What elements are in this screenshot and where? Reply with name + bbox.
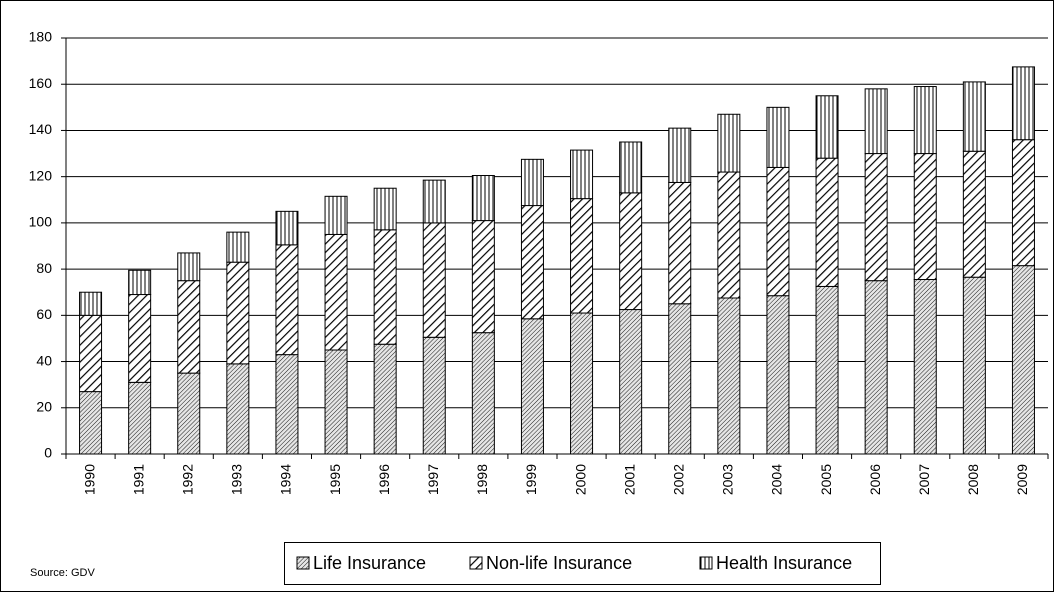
- x-tick-label: 1999: [523, 464, 539, 495]
- bar-segment: [226, 231, 250, 263]
- x-tick-label: 2002: [670, 464, 686, 495]
- y-tick-label: 120: [29, 167, 53, 183]
- x-tick-label: 2004: [769, 464, 785, 495]
- bar-segment: [177, 280, 201, 374]
- bar-segment: [79, 314, 103, 393]
- x-tick-label: 1997: [425, 464, 441, 495]
- y-tick-label: 60: [36, 306, 52, 322]
- bar-segment: [1011, 265, 1035, 455]
- x-tick-label: 2006: [867, 464, 883, 495]
- x-tick-label: 1990: [81, 464, 97, 495]
- bar-segment: [913, 153, 937, 281]
- bar-segment: [275, 210, 299, 246]
- bar-segment: [717, 113, 741, 173]
- bar-segment: [324, 195, 348, 235]
- y-tick-label: 40: [36, 352, 52, 368]
- bar-segment: [962, 276, 986, 455]
- legend-box: [284, 542, 881, 585]
- y-tick-label: 100: [29, 214, 53, 230]
- bar-segment: [1011, 139, 1035, 267]
- x-tick-label: 1996: [376, 464, 392, 495]
- y-tick-label: 20: [36, 398, 52, 414]
- bar-segment: [520, 158, 544, 207]
- legend-swatch: [296, 556, 310, 570]
- bar-segment: [570, 149, 594, 200]
- x-tick-label: 2009: [1014, 464, 1030, 495]
- bar-segment: [177, 252, 201, 282]
- bar-segment: [128, 381, 152, 455]
- x-tick-label: 2000: [572, 464, 588, 495]
- legend-label: Non-life Insurance: [486, 553, 632, 573]
- bar-segment: [668, 181, 692, 305]
- x-tick-label: 1993: [229, 464, 245, 495]
- bar-segment: [79, 391, 103, 455]
- x-tick-label: 2007: [916, 464, 932, 495]
- bar-segment: [471, 220, 495, 334]
- bar-segment: [422, 179, 446, 224]
- bar-segment: [864, 280, 888, 455]
- x-tick-label: 2005: [818, 464, 834, 495]
- bar-segment: [619, 192, 643, 311]
- bar-segment: [324, 349, 348, 455]
- y-tick-label: 80: [36, 260, 52, 276]
- bar-segment: [766, 295, 790, 455]
- legend-swatch: [469, 556, 483, 570]
- bar-segment: [275, 354, 299, 455]
- bar-segment: [373, 229, 397, 345]
- bar-segment: [815, 157, 839, 287]
- bar-segment: [471, 332, 495, 455]
- bar-segment: [766, 166, 790, 297]
- bar-segment: [619, 309, 643, 455]
- bar-segment: [570, 198, 594, 314]
- x-tick-label: 1998: [474, 464, 490, 495]
- bar-segment: [913, 279, 937, 455]
- bar-segment: [619, 141, 643, 194]
- y-tick-label: 140: [29, 121, 53, 137]
- bar-segment: [962, 150, 986, 278]
- bar-segment: [717, 297, 741, 455]
- bar-segment: [79, 291, 103, 316]
- legend-label: Life Insurance: [313, 553, 426, 573]
- bar-segment: [226, 363, 250, 455]
- bar-segment: [373, 343, 397, 455]
- x-tick-label: 2001: [621, 464, 637, 495]
- y-tick-label: 160: [29, 75, 53, 91]
- bar-segment: [373, 187, 397, 231]
- bar-segment: [1011, 66, 1035, 141]
- bar-segment: [128, 294, 152, 383]
- bar-segment: [668, 127, 692, 183]
- bar-segment: [422, 336, 446, 455]
- bar-segment: [864, 153, 888, 282]
- bar-segment: [668, 303, 692, 455]
- bar-segment: [815, 285, 839, 455]
- bar-segment: [570, 312, 594, 455]
- x-tick-label: 1994: [278, 464, 294, 495]
- bar-segment: [864, 88, 888, 155]
- bar-segment: [717, 171, 741, 299]
- bar-segment: [520, 205, 544, 320]
- x-tick-label: 1995: [327, 464, 343, 495]
- legend-label: Health Insurance: [716, 553, 852, 573]
- y-tick-label: 180: [29, 29, 53, 45]
- source-note: Source: GDV: [30, 567, 95, 579]
- bar-segment: [815, 95, 839, 159]
- bar-segment: [471, 175, 495, 222]
- legend-swatch: [699, 556, 713, 570]
- x-tick-label: 2008: [965, 464, 981, 495]
- bar-segment: [226, 261, 250, 365]
- x-tick-label: 1991: [130, 464, 146, 495]
- x-tick-label: 1992: [179, 464, 195, 495]
- bar-segment: [128, 269, 152, 296]
- bar-segment: [962, 81, 986, 152]
- bar-segment: [275, 244, 299, 356]
- bar-segment: [520, 318, 544, 455]
- bar-segment: [422, 222, 446, 338]
- bar-segment: [913, 86, 937, 155]
- y-tick-label: 0: [44, 445, 52, 461]
- bar-segment: [324, 233, 348, 351]
- bar-segment: [177, 372, 201, 455]
- bar-segment: [766, 106, 790, 168]
- x-tick-label: 2003: [720, 464, 736, 495]
